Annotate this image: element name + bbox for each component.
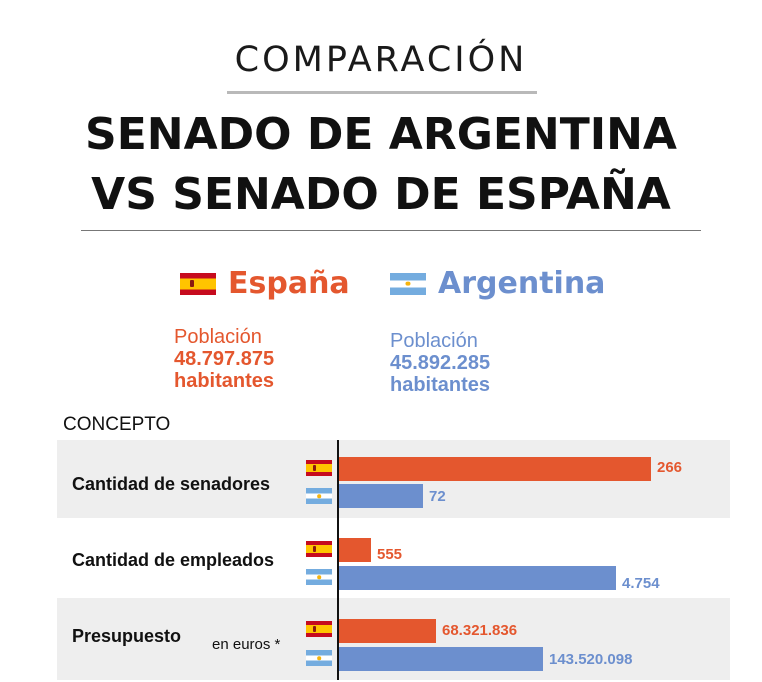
population-argentina-label: Población: [390, 330, 478, 352]
title-rule: [81, 230, 701, 231]
kicker-title: COMPARACIÓN: [234, 40, 528, 80]
legend-spain: España: [180, 266, 350, 301]
population-argentina-unit: habitantes: [390, 374, 491, 396]
bar-label-argentina-presupuesto: 143.520.098: [549, 651, 633, 668]
legend-argentina-name: Argentina: [438, 266, 606, 301]
bar-argentina-empleados: [339, 566, 616, 590]
bar-label-spain-empleados: 555: [377, 546, 403, 563]
row-flag-spain-senadores-icon: [306, 460, 332, 476]
bar-label-argentina-senadores: 72: [429, 488, 446, 505]
kicker-rule: [227, 91, 537, 94]
population-spain-unit: habitantes: [174, 370, 275, 392]
row-flag-argentina-presupuesto-icon: [306, 650, 332, 666]
bar-spain-senadores: [339, 457, 651, 481]
row-label-empleados: Cantidad de empleados: [72, 550, 275, 570]
population-spain-value: 48.797.875: [174, 348, 275, 370]
row-flag-argentina-senadores-icon: [306, 488, 332, 504]
row-note-presupuesto: en euros *: [212, 636, 281, 653]
concept-header: CONCEPTO: [63, 414, 171, 435]
population-argentina: Población 45.892.285 habitantes: [390, 330, 490, 396]
headline-line-1: SENADO DE ARGENTINA: [85, 109, 677, 160]
row-label-presupuesto: Presupuesto: [72, 626, 182, 646]
bar-label-spain-presupuesto: 68.321.836: [442, 622, 518, 639]
population-spain: Población 48.797.875 habitantes: [174, 326, 274, 392]
row-flag-argentina-empleados-icon: [306, 569, 332, 585]
bar-spain-empleados: [339, 538, 371, 562]
population-argentina-value: 45.892.285: [390, 352, 491, 374]
bar-argentina-presupuesto: [339, 647, 543, 671]
bar-label-spain-senadores: 266: [657, 459, 683, 476]
population-spain-label: Población: [174, 326, 262, 348]
row-flag-spain-presupuesto-icon: [306, 621, 332, 637]
row-label-senadores: Cantidad de senadores: [72, 474, 271, 494]
legend-spain-name: España: [228, 266, 350, 301]
argentina-flag-icon: [390, 272, 426, 295]
bar-argentina-senadores: [339, 484, 423, 508]
spain-flag-icon: [180, 272, 216, 295]
row-flag-spain-empleados-icon: [306, 541, 332, 557]
legend-argentina: Argentina: [390, 266, 605, 301]
chart-axis-line: [337, 440, 339, 680]
bar-label-argentina-empleados: 4.754: [622, 575, 660, 592]
bar-spain-presupuesto: [339, 619, 436, 643]
headline-line-2: VS SENADO DE ESPAÑA: [91, 169, 671, 220]
